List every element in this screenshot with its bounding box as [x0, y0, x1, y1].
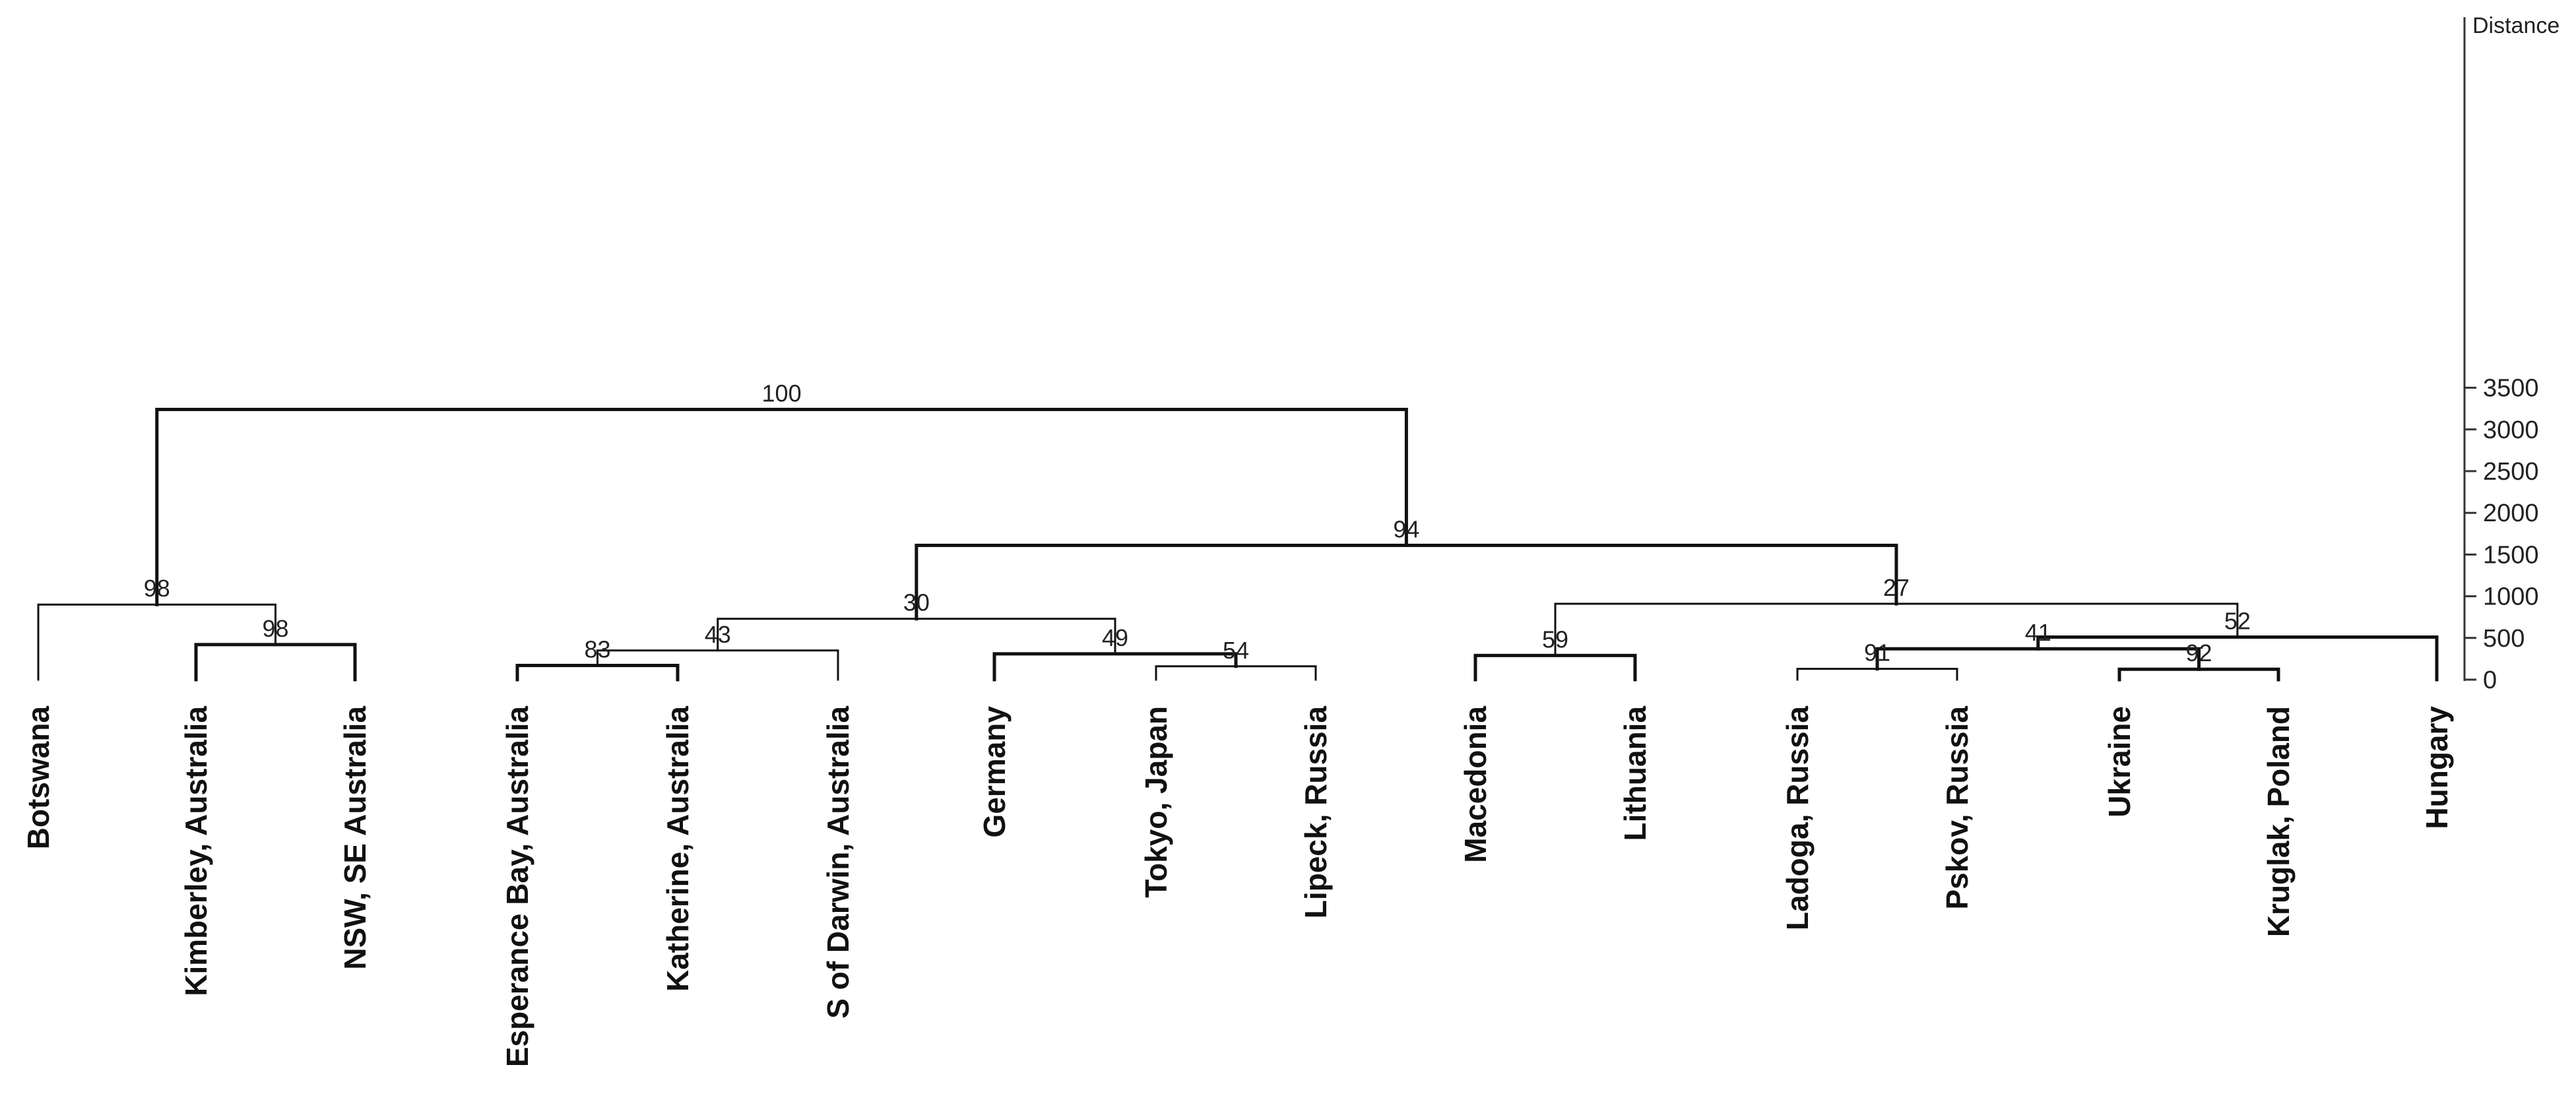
- branch-tok_lip: [1155, 665, 1317, 681]
- branch-root: [155, 407, 1408, 606]
- branch-grp52: [2036, 635, 2439, 682]
- leaf-label: Hungary: [2420, 706, 2454, 829]
- support-value: 30: [903, 589, 930, 616]
- branch-botswana_aus: [37, 603, 276, 681]
- axis-tick-label: 0: [2483, 666, 2497, 694]
- support-value: 94: [1393, 515, 1419, 542]
- support-value: 83: [584, 636, 610, 663]
- branch-grp94: [915, 543, 1898, 621]
- leaf-label: Germany: [977, 706, 1012, 838]
- dendrogram-branches: [37, 407, 2439, 682]
- axis-tick-label: 1000: [2483, 583, 2539, 611]
- support-value: 98: [144, 575, 170, 602]
- leaf-label: Esperance Bay, Australia: [500, 706, 534, 1068]
- leaf-label: Lithuania: [1618, 706, 1652, 841]
- branch-kim_nsw: [194, 643, 357, 682]
- support-value: 41: [2025, 619, 2051, 646]
- axis-tick-label: 3500: [2483, 375, 2539, 403]
- support-value: 49: [1102, 624, 1128, 651]
- support-value: 100: [762, 379, 802, 406]
- leaf-label: Botswana: [21, 706, 55, 850]
- support-values: 98 98 83 43 54 49 30 59 91 92 41 52 27 94 100: [144, 379, 2251, 666]
- leaf-label: NSW, SE Australia: [338, 706, 372, 970]
- branch-grp30: [717, 618, 1116, 655]
- branch-grp41: [1875, 647, 2201, 671]
- support-value: 92: [2185, 639, 2212, 666]
- support-value: 43: [705, 621, 731, 648]
- leaf-label: Ukraine: [2102, 706, 2137, 818]
- leaf-label: Kruglak, Poland: [2261, 706, 2296, 937]
- support-value: 98: [262, 615, 288, 642]
- leaf-label: Tokyo, Japan: [1139, 706, 1173, 898]
- support-value: 91: [1864, 639, 1890, 666]
- axis-tick-label: 2500: [2483, 458, 2539, 486]
- branch-mac_lit: [1473, 653, 1637, 682]
- leaf-label: Kimberley, Australia: [179, 706, 213, 996]
- leaf-labels: Botswana Kimberley, Australia NSW, SE Aust…: [21, 706, 2454, 1068]
- axis-tick-label: 500: [2483, 625, 2525, 653]
- leaf-label: Macedonia: [1458, 706, 1493, 863]
- distance-axis: Distance 0 500 1000 1500 2000 2500 3000 3500: [2463, 13, 2560, 694]
- support-value: 59: [1542, 626, 1568, 653]
- axis-tick-label: 3000: [2483, 416, 2539, 444]
- leaf-label: Katherine, Australia: [660, 706, 695, 992]
- leaf-label: S of Darwin, Australia: [821, 706, 855, 1019]
- leaf-label: Ladoga, Russia: [1780, 706, 1815, 930]
- branch-esp_kat: [515, 664, 680, 682]
- leaf-label: Pskov, Russia: [1940, 706, 1974, 910]
- leaf-label: Lipeck, Russia: [1299, 706, 1333, 919]
- support-value: 54: [1223, 637, 1249, 664]
- axis-tick-label: 1500: [2483, 541, 2539, 569]
- support-value: 52: [2224, 608, 2251, 635]
- axis-tick-label: 2000: [2483, 500, 2539, 527]
- support-value: 27: [1883, 574, 1910, 601]
- axis-title: Distance: [2472, 13, 2560, 38]
